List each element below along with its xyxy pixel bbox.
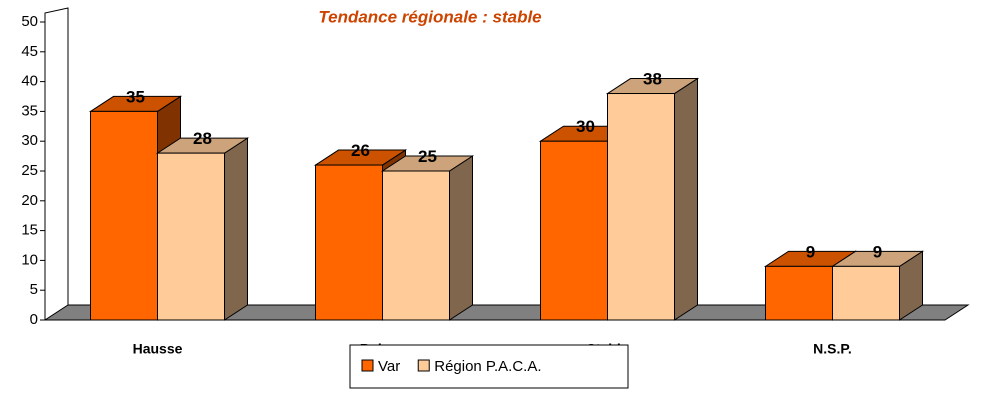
legend-label: Var (378, 358, 400, 375)
y-tick-label: 15 (21, 222, 38, 239)
bar-side (674, 77, 698, 321)
y-tick-label: 40 (21, 73, 38, 90)
legend-swatch (361, 359, 374, 372)
bar (380, 155, 475, 321)
y-tick-label: 5 (30, 281, 38, 298)
bar-front (832, 265, 900, 321)
bar (155, 137, 250, 321)
bar-front (90, 110, 158, 321)
value-label: 25 (418, 147, 437, 166)
y-tick-label: 20 (21, 192, 38, 209)
y-tick-label: 50 (21, 13, 38, 30)
legend-box (349, 344, 629, 389)
bar-front (540, 140, 608, 321)
bar-front (607, 93, 675, 321)
y-tick-label: 45 (21, 43, 38, 60)
y-tick-label: 25 (21, 162, 38, 179)
bar-front (765, 265, 833, 321)
bar (830, 250, 925, 321)
bar-front (315, 164, 383, 321)
bar-front (157, 152, 225, 321)
value-label: 9 (806, 242, 815, 261)
value-label: 35 (126, 87, 145, 106)
legend-label: Région P.A.C.A. (434, 358, 541, 375)
value-label: 9 (873, 242, 882, 261)
chart-title: Tendance régionale : stable (318, 7, 541, 26)
y-tick-label: 10 (21, 251, 38, 268)
x-tick-label: N.S.P. (813, 341, 852, 357)
x-tick-label: Hausse (133, 341, 183, 357)
bar-side (224, 137, 248, 321)
value-label: 30 (576, 117, 595, 136)
y-tick-label: 35 (21, 102, 38, 119)
value-label: 38 (643, 70, 662, 89)
value-label: 26 (351, 141, 370, 160)
bar-front (382, 170, 450, 321)
value-label: 28 (193, 129, 212, 148)
legend-swatch (417, 359, 430, 372)
y-tick-label: 30 (21, 132, 38, 149)
y-tick-label: 0 (30, 311, 38, 328)
bar-side (449, 155, 473, 321)
bar (605, 77, 700, 321)
back-wall (44, 7, 69, 320)
